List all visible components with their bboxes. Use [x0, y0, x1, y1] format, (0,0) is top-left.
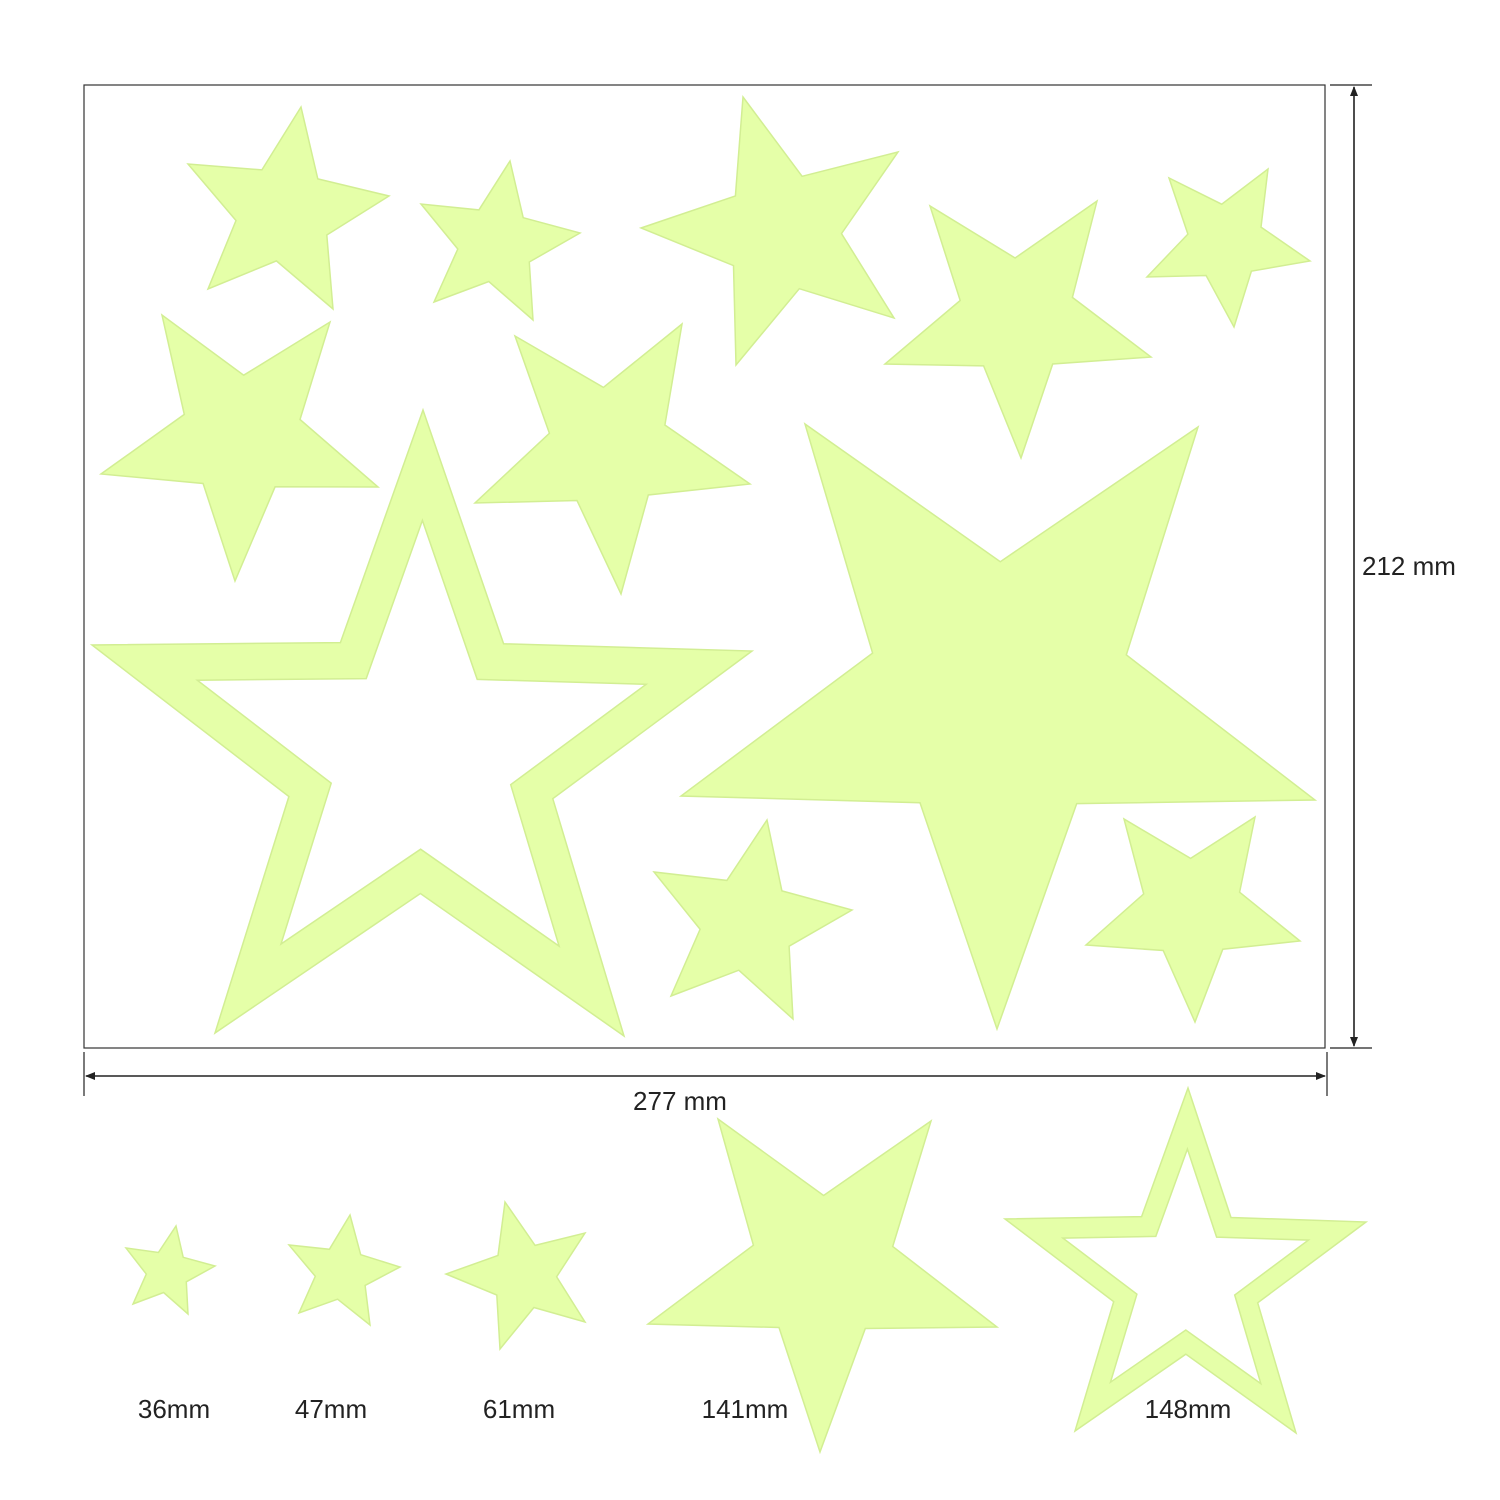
size-label-148mm: 148mm: [1145, 1394, 1232, 1424]
size-label-61mm: 61mm: [483, 1394, 555, 1424]
sticker-sheet-outline: [83, 84, 1326, 1049]
size-reference-stars: [124, 1085, 1369, 1455]
star-sticker-medium: [473, 322, 753, 597]
sheet-stars: [89, 94, 1318, 1038]
star-sticker-large: [678, 422, 1318, 1032]
star-sticker-large-hollow: [89, 407, 755, 1038]
star-sample-148mm: [1002, 1085, 1369, 1435]
star-sticker-small: [419, 159, 582, 322]
star-sticker-medium: [882, 199, 1154, 461]
star-sticker-medium: [638, 94, 900, 368]
star-sample-61mm: [443, 1199, 587, 1351]
size-label-141mm: 141mm: [702, 1394, 789, 1424]
width-dimension-label: 277 mm: [633, 1086, 727, 1116]
size-label-36mm: 36mm: [138, 1394, 210, 1424]
height-dimension-label: 212 mm: [1362, 551, 1456, 581]
size-label-47mm: 47mm: [295, 1394, 367, 1424]
star-sample-47mm: [287, 1213, 402, 1327]
star-sticker-small: [1145, 167, 1312, 329]
star-sticker-medium: [98, 313, 381, 584]
star-sticker-small: [652, 818, 854, 1021]
star-sample-36mm: [124, 1224, 217, 1316]
star-sticker-small: [186, 105, 391, 311]
star-sticker-small: [1084, 815, 1302, 1024]
star-sample-141mm: [645, 1117, 1000, 1455]
